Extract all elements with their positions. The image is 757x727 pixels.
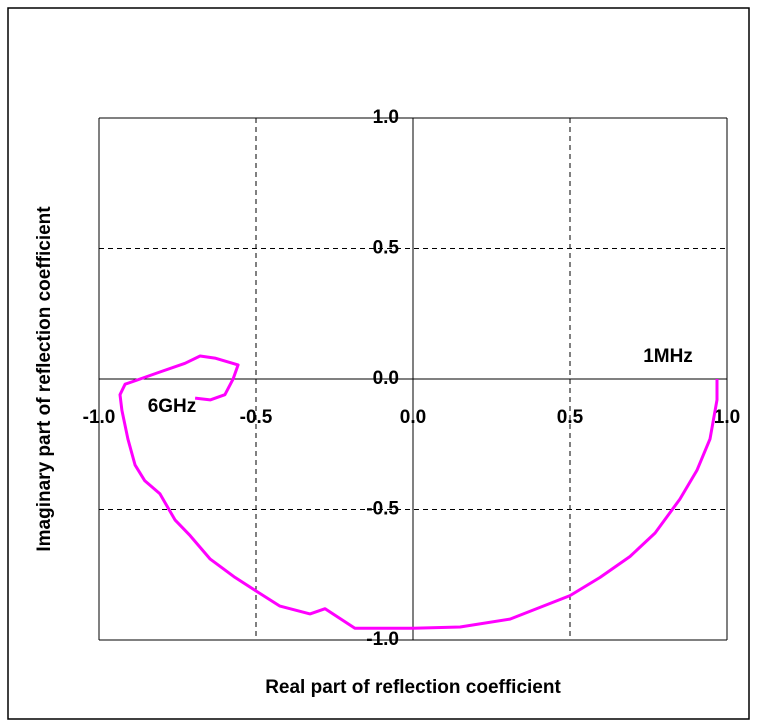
y-axis-label: Imaginary part of reflection coefficient xyxy=(34,206,55,552)
y-tick-label: -1.0 xyxy=(366,629,399,650)
x-tick-label: 0.5 xyxy=(557,407,584,428)
x-tick-label: 1.0 xyxy=(714,407,740,428)
data-line xyxy=(118,354,719,630)
x-axis-label: Real part of reflection coefficient xyxy=(265,677,561,698)
y-tick-label: 1.0 xyxy=(373,107,399,128)
annotation: 1MHz xyxy=(643,346,693,367)
x-tick-label: -1.0 xyxy=(83,407,116,428)
x-tick-label: 0.0 xyxy=(400,407,426,428)
x-tick-label: -0.5 xyxy=(240,407,273,428)
chart-frame xyxy=(7,7,750,720)
y-tick-label: 0.0 xyxy=(373,368,399,389)
y-tick-label: 0.5 xyxy=(373,238,400,259)
y-tick-label: -0.5 xyxy=(366,499,399,520)
annotation: 6GHz xyxy=(148,396,197,417)
